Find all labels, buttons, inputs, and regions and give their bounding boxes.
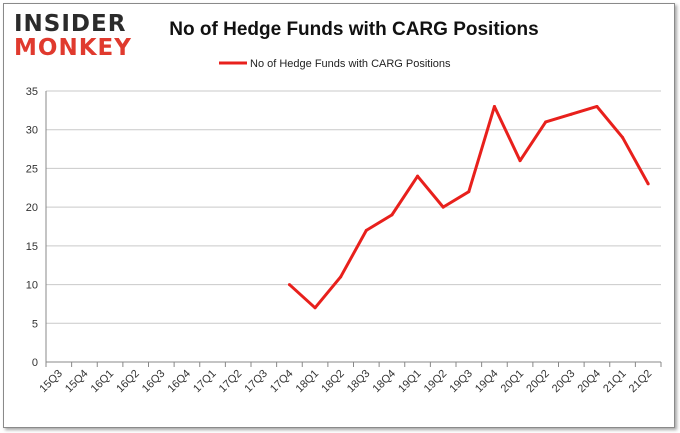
- data-point: [339, 275, 343, 279]
- logo-line-1: INSIDER: [14, 11, 127, 37]
- logo-line-2: MONKEY: [14, 35, 132, 61]
- data-point: [364, 228, 368, 232]
- x-tick-label: 17Q1: [191, 368, 219, 396]
- x-tick-label: 18Q4: [371, 368, 399, 396]
- chart-frame: INSIDER MONKEY No of Hedge Funds with CA…: [3, 3, 675, 428]
- legend-label: No of Hedge Funds with CARG Positions: [250, 58, 451, 70]
- y-tick-label: 10: [26, 280, 38, 292]
- x-tick-label: 20Q2: [524, 368, 552, 396]
- x-tick-label: 17Q3: [242, 368, 270, 396]
- x-tick-label: 19Q3: [447, 368, 475, 396]
- data-point: [416, 174, 420, 178]
- x-tick-label: 15Q4: [63, 368, 91, 396]
- data-point: [287, 283, 291, 287]
- x-tick-label: 19Q2: [422, 368, 450, 396]
- x-tick-label: 21Q2: [627, 368, 655, 396]
- x-tick-label: 19Q4: [473, 368, 501, 396]
- x-tick-label: 16Q1: [89, 368, 117, 396]
- x-tick-label: 17Q4: [268, 368, 296, 396]
- x-tick-label: 19Q1: [396, 368, 424, 396]
- y-tick-label: 25: [26, 163, 38, 175]
- x-tick-label: 20Q4: [576, 368, 604, 396]
- y-tick-label: 30: [26, 125, 38, 137]
- data-point: [646, 182, 650, 186]
- insider-monkey-logo: INSIDER MONKEY: [14, 12, 132, 62]
- x-tick-label: 18Q2: [319, 368, 347, 396]
- data-point: [518, 159, 522, 163]
- x-tick-label: 20Q1: [499, 368, 527, 396]
- x-tick-label: 21Q1: [601, 368, 629, 396]
- x-tick-label: 18Q1: [294, 368, 322, 396]
- y-tick-label: 0: [32, 357, 38, 369]
- data-point: [492, 104, 496, 108]
- x-tick-label: 16Q2: [114, 368, 142, 396]
- data-point: [569, 112, 573, 116]
- data-point: [441, 205, 445, 209]
- data-point: [390, 213, 394, 217]
- data-point: [467, 190, 471, 194]
- x-tick-label: 16Q3: [140, 368, 168, 396]
- y-tick-label: 35: [26, 86, 38, 98]
- chart-title: No of Hedge Funds with CARG Positions: [169, 19, 539, 40]
- data-point: [595, 104, 599, 108]
- x-tick-label: 20Q3: [550, 368, 578, 396]
- x-tick-label: 18Q3: [345, 368, 373, 396]
- legend: No of Hedge Funds with CARG Positions: [219, 58, 451, 70]
- data-point: [313, 306, 317, 310]
- x-tick-label: 17Q2: [217, 368, 245, 396]
- y-tick-label: 15: [26, 241, 38, 253]
- data-point: [544, 120, 548, 124]
- x-tick-label: 16Q4: [166, 368, 194, 396]
- y-tick-label: 20: [26, 202, 38, 214]
- data-point: [621, 135, 625, 139]
- y-tick-label: 5: [32, 318, 38, 330]
- x-tick-label: 15Q3: [37, 368, 65, 396]
